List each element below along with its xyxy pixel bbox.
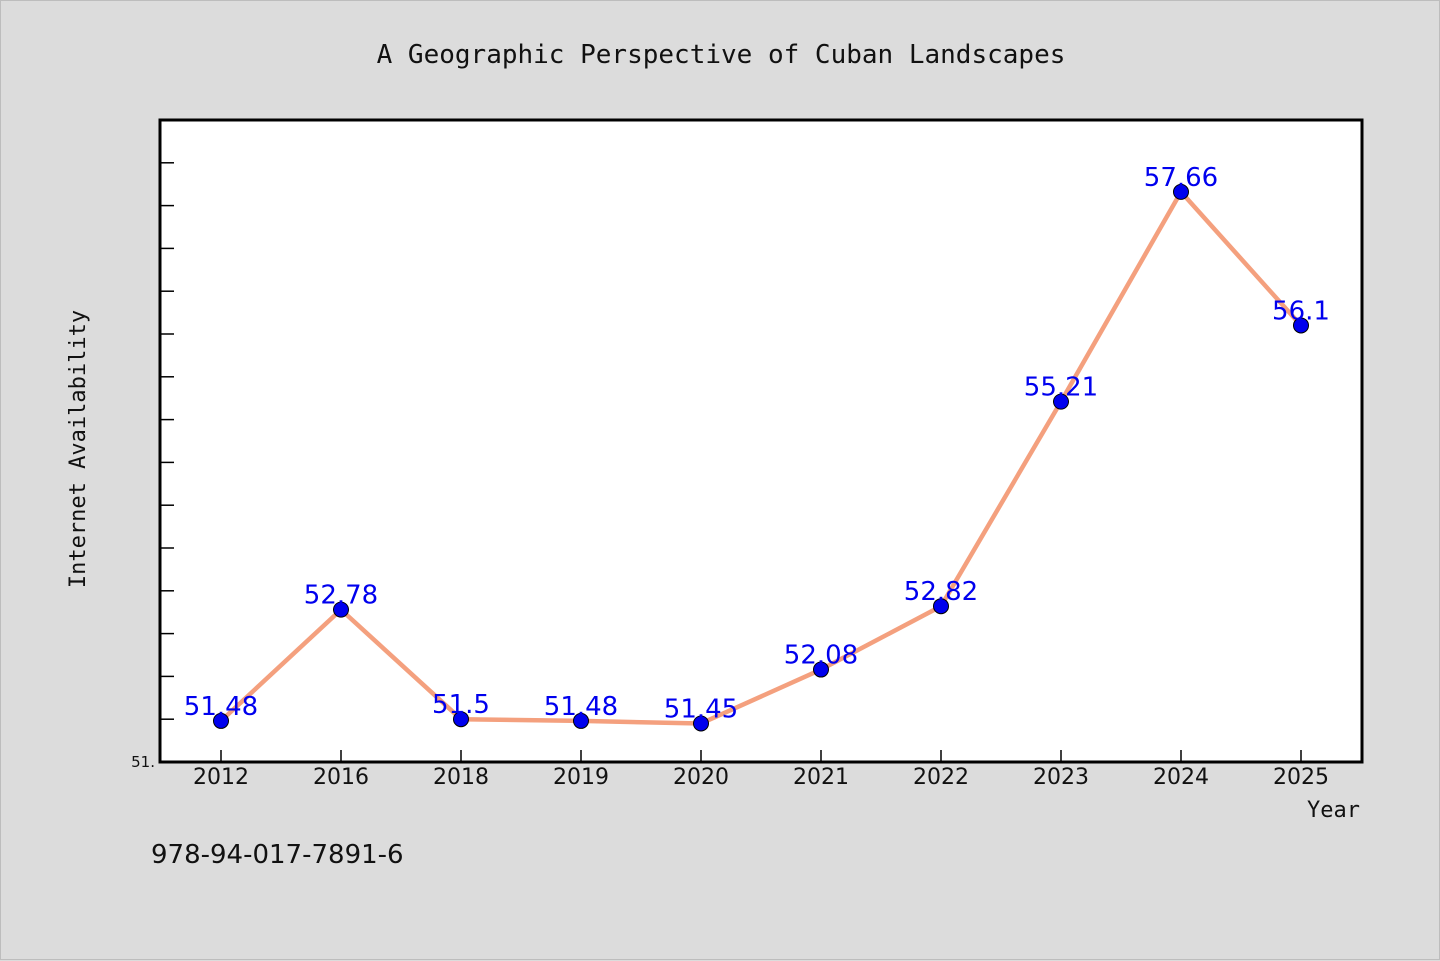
y-axis-ticks (160, 119, 174, 763)
data-point-marker (1053, 393, 1069, 410)
x-tick-label: 2018 (433, 765, 489, 790)
y-axis-min-label: 51. (131, 753, 155, 771)
data-label: 52.82 (904, 577, 978, 607)
plot-area (160, 120, 1362, 762)
data-point-marker (933, 598, 949, 615)
x-tick-label: 2024 (1153, 765, 1209, 790)
data-point-marker (693, 715, 709, 732)
y-axis-label: Internet Availability (66, 310, 91, 588)
data-label: 52.08 (784, 641, 858, 671)
data-label: 51.48 (184, 692, 258, 722)
x-tick-label: 2019 (553, 765, 609, 790)
data-label: 51.5 (432, 690, 490, 720)
data-labels: 51.48 52.78 51.5 51.48 51.45 52.08 52.82 55.21 5… (184, 163, 1330, 725)
data-point-marker (333, 601, 349, 618)
x-tick-label: 2020 (673, 765, 729, 790)
data-point-marker (453, 711, 469, 728)
data-label: 56.1 (1272, 296, 1330, 326)
series-line (218, 189, 1304, 726)
x-tick-label: 2021 (793, 765, 849, 790)
x-axis-ticks (220, 750, 1302, 762)
data-label: 51.45 (664, 694, 738, 724)
series-markers (213, 183, 1309, 732)
data-point-marker (573, 712, 589, 729)
plot-frame (158, 118, 1364, 764)
data-label: 52.78 (304, 581, 378, 611)
data-point-marker (1293, 317, 1309, 334)
data-label: 57.66 (1144, 163, 1218, 193)
x-tick-label: 2012 (193, 765, 249, 790)
data-label: 55.21 (1024, 373, 1098, 403)
data-point-marker (1173, 183, 1189, 200)
x-tick-label: 2025 (1273, 765, 1329, 790)
x-axis-tick-labels: 2012 2016 2018 2019 2020 2021 2022 2023 2024 2025 (193, 765, 1329, 790)
x-axis-label: Year (1307, 798, 1360, 823)
data-point-marker (213, 712, 229, 729)
data-point-marker (813, 661, 829, 678)
data-label: 51.48 (544, 692, 618, 722)
isbn-footer: 978-94-017-7891-6 (151, 840, 404, 870)
x-tick-label: 2023 (1033, 765, 1089, 790)
chart-title: A Geographic Perspective of Cuban Landsc… (377, 40, 1066, 70)
x-tick-label: 2022 (913, 765, 969, 790)
x-tick-label: 2016 (313, 765, 369, 790)
